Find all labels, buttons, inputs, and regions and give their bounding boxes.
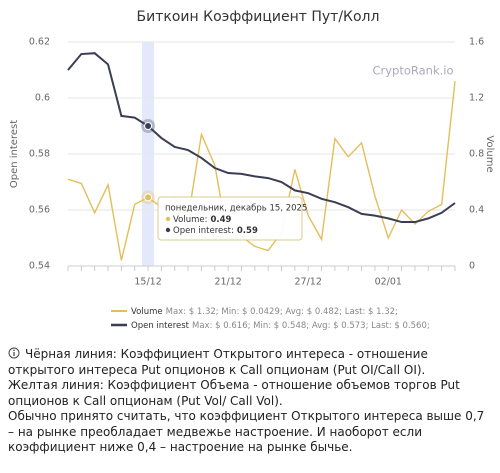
y-tick-label: 0.58	[29, 149, 50, 160]
y2-axis-label: Volume	[484, 135, 495, 172]
x-tick-label: 21/12	[214, 277, 241, 288]
y2-tick-label: 0	[469, 261, 475, 272]
note-paragraph: Желтая линия: Коэффициент Объема - отнош…	[8, 378, 494, 409]
tooltip-dot	[165, 227, 171, 233]
legend-stats: Max: $ 1.32; Min: $ 0.0429; Avg: $ 0.482…	[166, 307, 398, 317]
series-line	[67, 52, 456, 224]
legend-entry: Open interest Max: $ 0.616; Min: $ 0.548;…	[131, 321, 430, 331]
note: Чёрная линия: Коэффициент Открытого инте…	[8, 347, 494, 456]
info-icon	[8, 347, 20, 359]
legend-stats: Max: $ 0.616; Min: $ 0.548; Avg: $ 0.573…	[192, 321, 430, 331]
tooltip-value: 0.49	[210, 215, 231, 225]
y2-tick-label: 1.6	[469, 37, 484, 48]
note-text: Желтая линия: Коэффициент Объема - отнош…	[8, 378, 460, 408]
legend-name: Volume	[131, 307, 163, 317]
series-line	[67, 81, 456, 261]
tooltip-row: Volume: 0.49	[173, 215, 232, 225]
y-tick-label: 0.6	[35, 93, 50, 104]
watermark: CryptoRank.io	[372, 64, 453, 78]
tooltip-row: Open interest: 0.59	[173, 226, 258, 236]
note-text: Обычно принято считать, что коэффициент …	[8, 409, 485, 454]
legend-entry: Volume Max: $ 1.32; Min: $ 0.0429; Avg: $…	[131, 307, 398, 317]
y-axis-label: Open interest	[9, 120, 20, 188]
hover-marker	[144, 122, 153, 130]
note-paragraph: Чёрная линия: Коэффициент Открытого инте…	[8, 347, 494, 378]
x-tick-label: 15/12	[134, 277, 161, 288]
tooltip-dot	[165, 216, 171, 222]
y2-tick-label: 0.4	[469, 205, 484, 216]
tooltip-value: 0.59	[237, 226, 258, 236]
x-tick-label: 02/01	[375, 277, 402, 288]
y-tick-label: 0.62	[29, 37, 50, 48]
chart: Биткоин Коэффициент Пут/Колл CryptoRank.…	[9, 9, 495, 331]
legend-name: Open interest	[131, 321, 190, 331]
chart-title: Биткоин Коэффициент Пут/Колл	[137, 9, 380, 25]
y2-tick-label: 0.8	[469, 149, 484, 160]
y-tick-label: 0.56	[29, 205, 50, 216]
note-paragraph: Обычно принято считать, что коэффициент …	[8, 409, 494, 456]
tooltip-label: Open interest:	[173, 226, 234, 236]
y2-tick-label: 1.2	[469, 93, 484, 104]
note-text: Чёрная линия: Коэффициент Открытого инте…	[8, 347, 428, 377]
tooltip-box	[157, 196, 303, 241]
tooltip-label: Volume:	[173, 215, 207, 225]
hover-marker	[144, 193, 153, 202]
y-tick-label: 0.54	[29, 261, 50, 272]
tooltip-title: понедельник, декабрь 15, 2025	[165, 204, 307, 214]
x-tick-label: 27/12	[295, 277, 322, 288]
